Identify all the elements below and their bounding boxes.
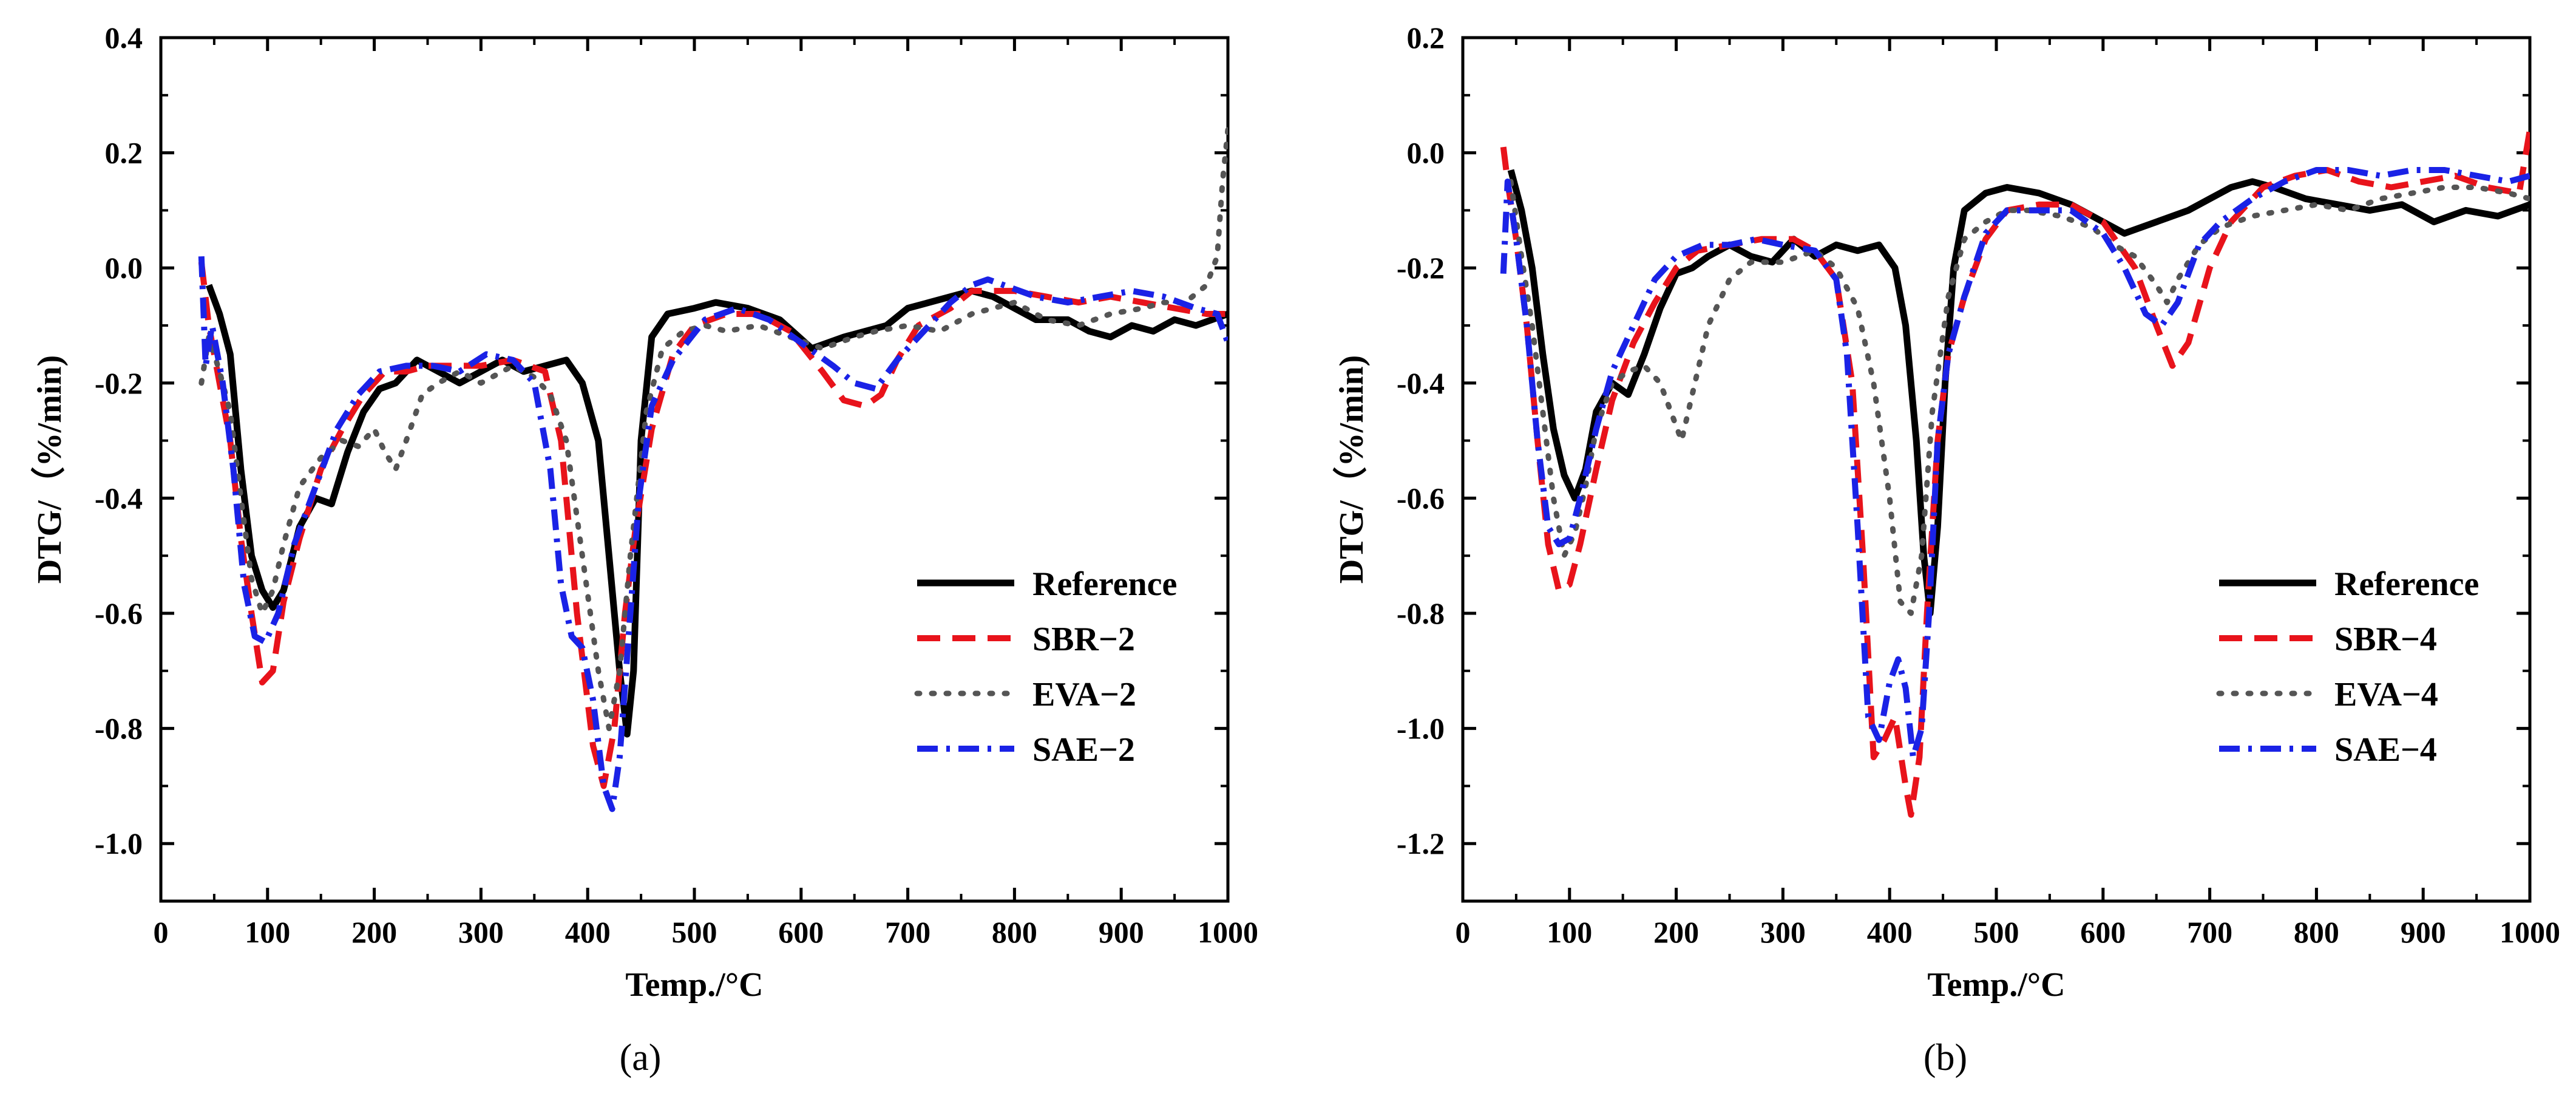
x-tick-label: 300 bbox=[458, 915, 504, 949]
x-tick-label: 0 bbox=[1456, 915, 1471, 949]
axis-ticks: 0 100 200 300 400 500 600 700 800 900 1000 0.2 0.0 -0… bbox=[1397, 21, 2560, 949]
legend-label: SBR−2 bbox=[1032, 621, 1135, 658]
x-tick-label: 800 bbox=[992, 915, 1037, 949]
legend: Reference SBR−4 EVA−4 SAE−4 bbox=[2216, 565, 2479, 769]
x-tick-label: 300 bbox=[1760, 915, 1806, 949]
y-tick-label: -0.6 bbox=[1397, 481, 1445, 515]
legend: Reference SBR−2 EVA−2 SAE−2 bbox=[914, 565, 1177, 769]
panel-label: (a) bbox=[620, 1037, 662, 1078]
y-tick-label: 0.0 bbox=[1407, 136, 1445, 170]
series-line-eva bbox=[1508, 179, 2530, 616]
y-tick-label: 0.0 bbox=[105, 251, 143, 285]
legend-label: Reference bbox=[2334, 565, 2479, 603]
y-tick-label: 0.4 bbox=[105, 21, 143, 55]
legend-label: SAE−4 bbox=[2334, 731, 2437, 769]
x-tick-label: 100 bbox=[245, 915, 290, 949]
y-tick-label: -1.2 bbox=[1397, 826, 1445, 860]
x-axis-title: Temp./°C bbox=[625, 966, 763, 1004]
y-axis-title: DTG/（%/min) bbox=[1332, 355, 1371, 584]
axis-ticks: 0 100 200 300 400 500 600 700 800 900 1000 0.4 0.2 0.… bbox=[95, 21, 1258, 949]
series-line-sae bbox=[1500, 167, 2530, 760]
series-line-eva bbox=[198, 127, 1228, 732]
x-tick-label: 500 bbox=[672, 915, 717, 949]
x-tick-label: 100 bbox=[1547, 915, 1592, 949]
y-tick-label: 0.2 bbox=[105, 136, 143, 170]
x-tick-label: 0 bbox=[154, 915, 169, 949]
y-tick-label: -0.2 bbox=[1397, 251, 1445, 285]
y-tick-label: -0.4 bbox=[95, 481, 143, 515]
series-line-sbr bbox=[1500, 129, 2530, 818]
x-tick-label: 600 bbox=[2080, 915, 2126, 949]
y-tick-label: -0.6 bbox=[95, 596, 143, 630]
y-tick-label: -1.0 bbox=[95, 826, 143, 860]
y-tick-label: -0.4 bbox=[1397, 366, 1445, 400]
y-tick-label: -1.0 bbox=[1397, 712, 1445, 746]
y-axis-title: DTG/（%/min) bbox=[30, 355, 69, 584]
x-tick-label: 900 bbox=[2401, 915, 2446, 949]
x-tick-label: 1000 bbox=[2500, 915, 2560, 949]
data-series bbox=[198, 127, 1228, 812]
data-series bbox=[1500, 129, 2530, 818]
y-tick-label: -0.8 bbox=[95, 712, 143, 746]
x-tick-label: 200 bbox=[1653, 915, 1699, 949]
legend-label: EVA−4 bbox=[2334, 676, 2438, 713]
x-tick-label: 200 bbox=[351, 915, 397, 949]
legend-label: Reference bbox=[1032, 565, 1177, 603]
panel-label: (b) bbox=[1924, 1037, 1967, 1078]
x-tick-label: 400 bbox=[565, 915, 611, 949]
legend-label: EVA−2 bbox=[1032, 676, 1136, 713]
x-tick-label: 1000 bbox=[1198, 915, 1258, 949]
x-axis-title: Temp./°C bbox=[1927, 966, 2065, 1004]
y-tick-label: -0.2 bbox=[95, 366, 143, 400]
x-tick-label: 400 bbox=[1867, 915, 1913, 949]
series-line-sae bbox=[198, 256, 1228, 812]
x-tick-label: 800 bbox=[2294, 915, 2339, 949]
x-tick-label: 900 bbox=[1099, 915, 1144, 949]
x-tick-label: 500 bbox=[1974, 915, 2019, 949]
y-tick-label: -0.8 bbox=[1397, 596, 1445, 630]
x-tick-label: 600 bbox=[778, 915, 824, 949]
series-line-reference bbox=[205, 284, 1228, 738]
y-tick-label: 0.2 bbox=[1407, 21, 1445, 55]
chart-panel-b: 0 100 200 300 400 500 600 700 800 900 1000 0.2 0.0 -0… bbox=[1332, 21, 2560, 1078]
chart-panel-a: 0 100 200 300 400 500 600 700 800 900 1000 0.4 0.2 0.… bbox=[30, 21, 1258, 1078]
plot-frame bbox=[1461, 36, 2532, 903]
x-tick-label: 700 bbox=[885, 915, 930, 949]
legend-label: SBR−4 bbox=[2334, 621, 2437, 658]
x-tick-label: 700 bbox=[2187, 915, 2232, 949]
legend-label: SAE−2 bbox=[1032, 731, 1135, 769]
